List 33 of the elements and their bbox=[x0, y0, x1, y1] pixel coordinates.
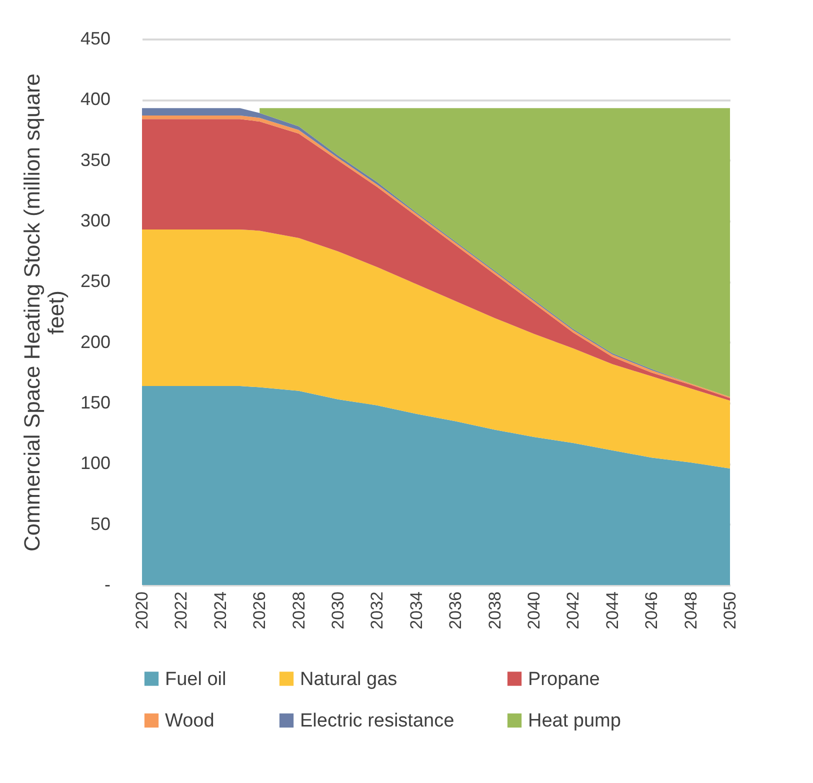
legend-label: Fuel oil bbox=[165, 668, 226, 690]
legend-label: Propane bbox=[528, 668, 600, 690]
x-tick-label: 2028 bbox=[289, 592, 308, 630]
y-tick-label: 250 bbox=[80, 271, 110, 292]
x-tick-label: 2036 bbox=[446, 592, 466, 630]
x-tick-label: 2048 bbox=[681, 592, 700, 630]
y-axis-title: Commercial Space Heating Stock (million square feet) bbox=[19, 73, 68, 552]
legend-label: Natural gas bbox=[300, 668, 398, 690]
y-tick-label: 50 bbox=[90, 514, 110, 534]
x-tick-label: 2038 bbox=[485, 592, 504, 630]
legend-label: Heat pump bbox=[528, 710, 621, 732]
x-tick-label: 2020 bbox=[132, 592, 152, 630]
y-tick-label: 200 bbox=[80, 332, 110, 352]
y-tick-label: 150 bbox=[80, 392, 110, 412]
x-tick-label: 2050 bbox=[720, 592, 740, 630]
x-tick-label: 2026 bbox=[250, 592, 270, 630]
y-tick-label: 300 bbox=[80, 210, 110, 230]
x-tick-label: 2046 bbox=[642, 592, 662, 630]
x-tick-label: 2042 bbox=[564, 592, 583, 630]
x-tick-label: 2030 bbox=[328, 592, 348, 630]
x-tick-label: 2040 bbox=[524, 592, 544, 630]
x-tick-label: 2034 bbox=[406, 592, 426, 630]
y-tick-label: 100 bbox=[80, 453, 110, 474]
legend-label: Electric resistance bbox=[300, 710, 454, 732]
x-tick-label: 2022 bbox=[172, 592, 191, 630]
x-tick-label: 2032 bbox=[368, 592, 387, 630]
x-tick-label: 2024 bbox=[210, 592, 230, 630]
y-tick-label: 450 bbox=[80, 28, 110, 48]
y-tick-label: 350 bbox=[80, 150, 110, 170]
y-tick-label: - bbox=[104, 574, 110, 594]
x-tick-label: 2044 bbox=[602, 592, 622, 630]
legend-label: Wood bbox=[165, 710, 214, 732]
y-tick-label: 400 bbox=[80, 89, 110, 110]
